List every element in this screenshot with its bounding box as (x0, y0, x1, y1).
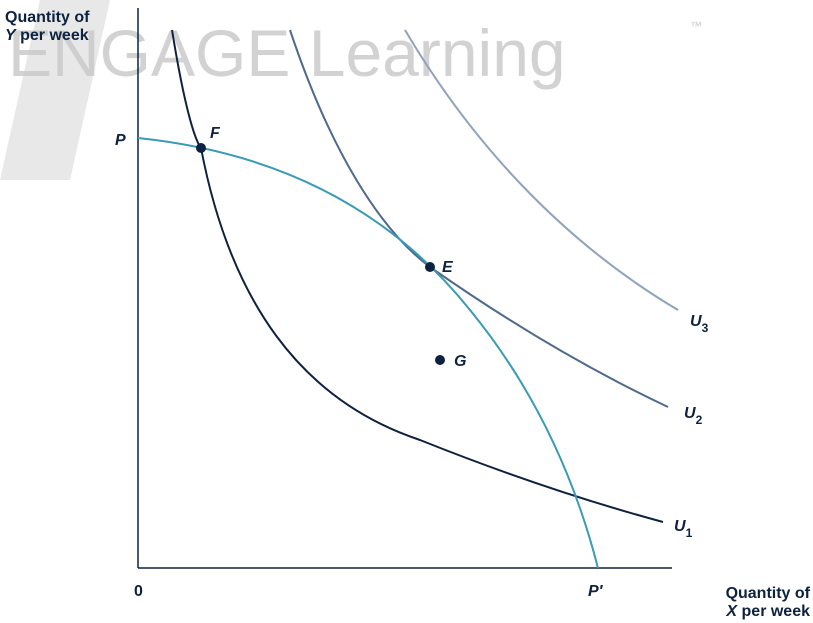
indifference-curve-u3 (404, 29, 679, 311)
curve-label: U1 (674, 518, 693, 540)
curve-label: U2 (684, 405, 703, 427)
production-frontier (137, 137, 599, 569)
watermark-tm: ™ (690, 19, 702, 33)
origin-label: 0 (134, 583, 143, 600)
curve-label: U3 (690, 313, 709, 335)
point-g (435, 355, 445, 365)
point-label: G (454, 353, 466, 370)
point-e (425, 262, 435, 272)
frontier-start-label: P (115, 132, 126, 149)
frontier-end-label: P′ (588, 583, 604, 600)
watermark: ENGAGE Learning (8, 16, 566, 90)
point-label: F (210, 125, 221, 142)
indifference-curve-u1 (171, 29, 664, 523)
watermark-shape (0, 0, 110, 180)
point-f (196, 143, 206, 153)
x-axis-label-2: X per week (725, 603, 810, 620)
point-label: E (442, 259, 454, 276)
y-axis-label: Quantity of Y per week (5, 9, 90, 44)
x-axis-label: Quantity of (726, 585, 811, 602)
